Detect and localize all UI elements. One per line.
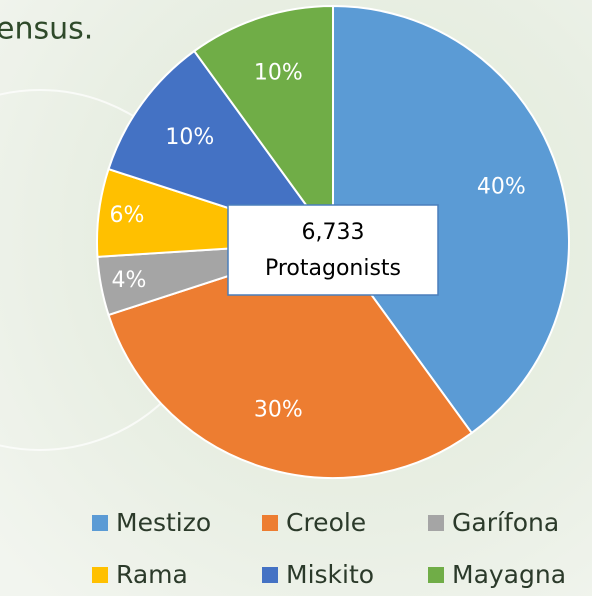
data-label: 10% [254,61,303,86]
data-label: 4% [112,268,147,293]
caption: ensus. [0,12,93,47]
data-label: 10% [165,125,214,150]
pie-slice [332,4,570,435]
legend-swatch [262,567,278,583]
annotation-line: 6,733 [302,220,365,245]
legend-swatch [92,567,108,583]
pie-slice [107,49,336,244]
legend-swatch [428,515,444,531]
legend-swatch [428,567,444,583]
data-label: 6% [110,203,145,228]
pie-slice [107,240,474,479]
annotation-box [227,204,439,296]
legend-label: Garífona [452,508,559,537]
legend-swatch [92,515,108,531]
annotation-line: Protagonists [265,256,401,281]
data-label: 40% [477,174,526,199]
legend-label: Creole [286,508,366,537]
legend-label: Mayagna [452,560,566,589]
legend-label: Mestizo [116,508,211,537]
legend-label: Miskito [286,560,374,589]
pie-slice [192,4,334,246]
legend-swatch [262,515,278,531]
data-label: 30% [254,397,303,422]
legend-label: Rama [116,560,188,589]
